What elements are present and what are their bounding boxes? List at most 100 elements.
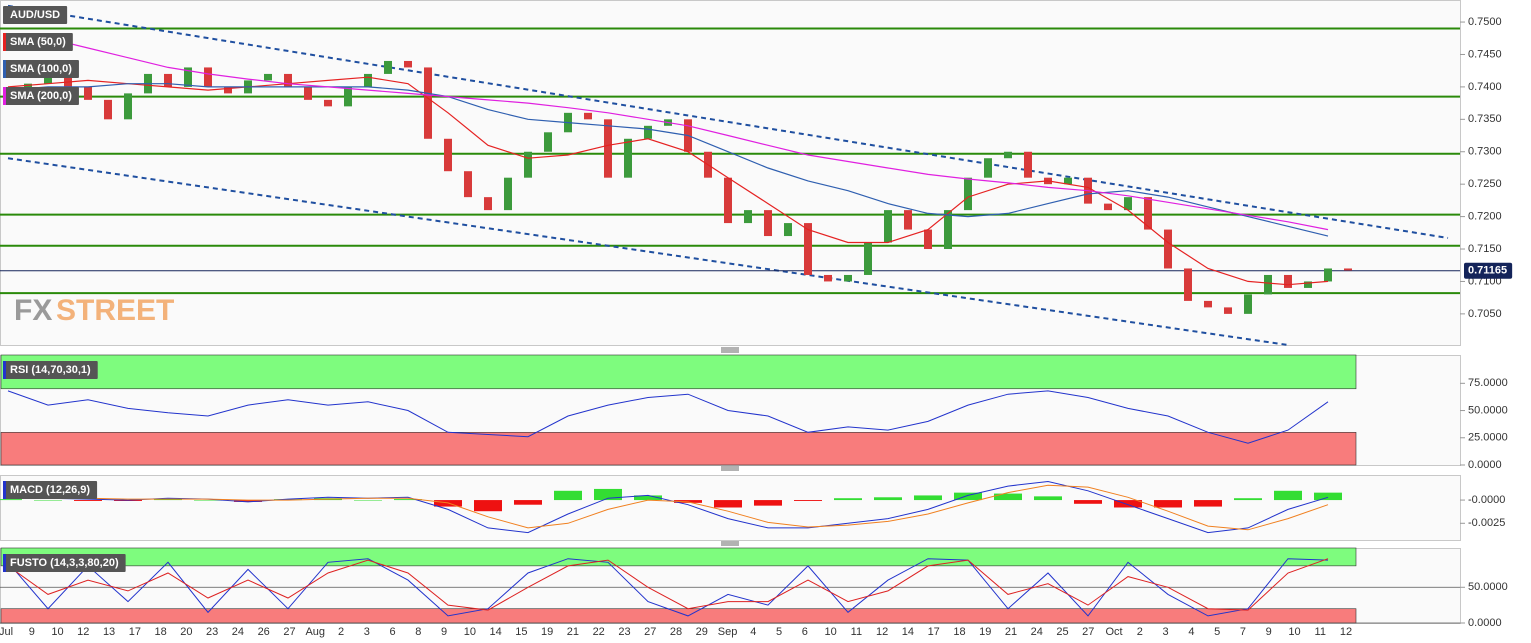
legend-swatch [3,554,6,572]
candle [924,229,932,250]
histogram-bar [234,500,262,502]
legend-label: SMA (50,0) [10,36,66,48]
x-tick-label: 7 [1240,626,1246,638]
histogram-bar [1234,498,1262,501]
x-tick-label: 27 [1082,626,1094,638]
candle [824,274,832,282]
candle [904,210,912,230]
legend-label: MACD (12,26,9) [10,484,90,496]
legend-entry: SMA (50,0) [3,33,73,51]
candle [724,177,732,224]
candle [1144,197,1152,230]
candle [524,151,532,178]
histogram-bar [514,500,542,505]
legend-entry: SMA (100,0) [3,60,79,78]
candle [464,171,472,198]
candle [764,210,772,237]
plot-area [0,475,1461,541]
indicator-band [0,432,1357,466]
candle [484,197,492,211]
legend-entry: SMA (200,0) [3,87,79,105]
x-tick-label: 9 [1266,626,1272,638]
histogram-bar [594,488,622,501]
y-tick-label: 0.7200 [1468,211,1502,223]
histogram-bar [394,499,422,501]
candle [644,125,652,139]
x-tick-label: 24 [232,626,244,638]
x-tick-label: 18 [154,626,166,638]
legend-box [3,361,98,379]
candle [264,73,272,81]
y-tick-label: 50.0000 [1468,404,1508,416]
histogram-bar [1314,492,1342,501]
candle [104,99,112,120]
x-tick-label: 27 [644,626,656,638]
candle [64,73,72,87]
histogram-bar [874,497,902,501]
last-price-tag: 0.71165 [1464,262,1513,279]
candle [744,210,752,224]
x-tick-label: 23 [618,626,630,638]
candle [184,67,192,87]
legend-box [3,6,68,24]
candle [1284,274,1292,288]
legend-label: SMA (200,0) [10,90,72,102]
y-tick-label: 0.7150 [1468,243,1502,255]
x-tick-label: 12 [876,626,888,638]
candle [1124,197,1132,211]
x-tick-label: 10 [464,626,476,638]
histogram-bar [74,500,102,501]
x-tick-label: 4 [1188,626,1194,638]
candle [344,86,352,107]
candle [124,93,132,120]
indicator-line [7,390,1329,444]
x-tick-label: 5 [1214,626,1220,638]
sma-line [7,34,1329,231]
candle [1324,268,1332,282]
candle [304,86,312,100]
x-tick-label: 28 [670,626,682,638]
histogram-bar [194,500,222,501]
legend-entry: FUSTO (14,3,3,80,20) [3,554,126,572]
x-tick-label: 18 [953,626,965,638]
x-tick-label: 27 [283,626,295,638]
legend-entry: AUD/USD [3,6,68,24]
candle [804,223,812,275]
y-tick-label: 0.7300 [1468,146,1502,158]
candle [1244,294,1252,314]
histogram-bar [794,500,822,501]
legend-swatch [3,481,6,499]
candle [624,138,632,178]
candle [1104,203,1112,211]
histogram-bar [994,493,1022,501]
histogram-bar [834,498,862,501]
candle [584,112,592,120]
legend-label: FUSTO (14,3,3,80,20) [10,557,119,569]
plot-area [0,0,1461,346]
candle [544,132,552,152]
legend-entry: MACD (12,26,9) [3,481,98,499]
x-tick-label: 19 [541,626,553,638]
x-tick-label: Sep [718,626,738,638]
x-tick-label: Oct [1106,626,1123,638]
legend-swatch [3,33,6,51]
candle [844,274,852,282]
candle [1024,151,1032,178]
x-tick-label: 17 [129,626,141,638]
legend-label: SMA (100,0) [10,63,72,75]
x-tick-label: 6 [802,626,808,638]
x-tick-label: 24 [1031,626,1043,638]
x-tick-label: 10 [1288,626,1300,638]
sma-line [7,76,1329,286]
candle [864,242,872,275]
x-tick-label: 12 [1340,626,1352,638]
legend-box [3,87,79,105]
candle [404,60,412,68]
candle [424,67,432,139]
y-tick-label: 0.0000 [1468,459,1502,471]
y-tick-label: 0.0000 [1468,617,1502,629]
x-tick-label: 2 [338,626,344,638]
x-tick-label: 5 [776,626,782,638]
sma-line [7,83,1329,237]
